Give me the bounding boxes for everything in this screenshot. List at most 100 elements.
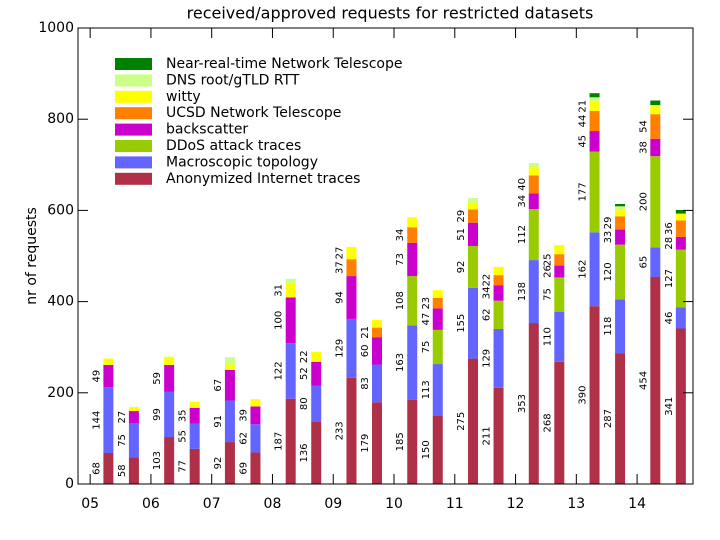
data-label: 92	[456, 261, 467, 274]
data-label: 62	[482, 308, 493, 321]
bar-segment	[371, 364, 382, 403]
bar-segment	[650, 247, 661, 277]
legend-label: witty	[166, 89, 201, 105]
data-label: 23	[421, 297, 432, 310]
data-label: 22	[482, 274, 493, 287]
bar-segment	[589, 110, 600, 132]
data-label: 94	[334, 291, 345, 304]
legend-label: Anonymized Internet traces	[166, 171, 360, 187]
data-label: 341	[664, 397, 675, 416]
data-label: 34	[517, 195, 528, 208]
bar-segment	[615, 244, 626, 300]
bar-segment	[615, 353, 626, 484]
bar-segment	[528, 260, 539, 324]
bar-segment	[589, 93, 600, 98]
data-label: 29	[456, 210, 467, 223]
x-tick-label: 10	[385, 496, 403, 512]
bar-segment	[650, 105, 661, 115]
y-tick-label: 600	[47, 202, 74, 218]
legend-swatch	[115, 140, 152, 152]
bar-segment	[346, 377, 357, 484]
bar-segment	[493, 275, 504, 286]
bar-segment	[103, 452, 114, 484]
bar-segment	[589, 97, 600, 102]
bar-segment	[675, 220, 686, 237]
data-label: 34	[482, 287, 493, 300]
y-tick-label: 200	[47, 385, 74, 401]
data-label: 28	[664, 237, 675, 250]
legend-label: Macroscopic topology	[166, 154, 318, 170]
bar-segment	[103, 364, 114, 388]
bar-segment	[346, 318, 357, 378]
data-label: 40	[517, 178, 528, 191]
bar-segment	[128, 406, 139, 412]
data-label: 25	[542, 254, 553, 267]
bar-segment	[250, 406, 261, 425]
bar-segment	[528, 193, 539, 210]
data-label: 129	[482, 349, 493, 368]
bar-segment	[346, 276, 357, 319]
x-tick-label: 09	[324, 496, 342, 512]
x-tick-label: 06	[142, 496, 160, 512]
legend-label: Near-real-time Network Telescope	[166, 56, 403, 72]
bar-segment	[371, 337, 382, 365]
y-tick-label: 400	[47, 294, 74, 310]
bar-segment	[285, 278, 296, 284]
data-label: 75	[421, 341, 432, 354]
bar-segment	[432, 364, 443, 416]
bar-segment	[371, 402, 382, 484]
bar-segment	[285, 343, 296, 399]
bar-segment	[675, 249, 686, 308]
data-label: 46	[664, 312, 675, 325]
bar-segment	[615, 299, 626, 354]
data-label: 150	[421, 440, 432, 459]
plot-area: 0 200 400 600 800 1000 05 06 07 08 09 10 11 12 13 14 68 1…	[38, 20, 686, 512]
data-label: 75	[117, 434, 128, 447]
bar-segment	[589, 306, 600, 484]
bar-segment	[650, 276, 661, 484]
data-label: 233	[334, 421, 345, 440]
data-label: 21	[360, 326, 371, 339]
bar-segment	[250, 452, 261, 484]
data-label: 187	[274, 432, 285, 451]
bar-segment	[528, 167, 539, 176]
legend-swatch	[115, 74, 152, 87]
bar-segment	[407, 227, 418, 243]
bar-segment	[407, 399, 418, 484]
bar-segment	[128, 423, 139, 458]
data-label: 31	[274, 284, 285, 297]
data-label: 103	[152, 451, 163, 470]
data-label: 108	[395, 291, 406, 310]
data-label: 92	[213, 457, 224, 470]
bar-segment	[311, 361, 322, 386]
data-label: 34	[395, 229, 406, 242]
plot-frame	[77, 27, 694, 485]
bar-segment	[432, 297, 443, 309]
data-label: 454	[638, 371, 649, 390]
bar-segment	[407, 325, 418, 400]
legend-swatch	[115, 107, 152, 120]
data-label: 200	[638, 192, 649, 211]
bar-segment	[650, 156, 661, 248]
bar-segment	[468, 209, 479, 223]
bar-segment	[285, 283, 296, 298]
x-tick-label: 05	[81, 496, 99, 512]
bar-segment	[164, 391, 175, 438]
bar-segment	[224, 400, 235, 443]
bar-segment	[554, 265, 565, 278]
bar-segment	[675, 236, 686, 250]
data-label: 35	[178, 409, 189, 422]
data-label: 29	[603, 217, 614, 230]
data-label: 179	[360, 434, 371, 453]
data-label: 52	[299, 367, 310, 380]
bar-segment	[589, 151, 600, 233]
data-label: 65	[638, 256, 649, 269]
data-label: 100	[274, 311, 285, 330]
bar-segment	[285, 297, 296, 344]
data-label: 185	[395, 432, 406, 451]
data-label: 55	[178, 430, 189, 443]
bar-segment	[128, 457, 139, 484]
legend-swatch	[115, 156, 152, 169]
data-label: 163	[395, 353, 406, 372]
